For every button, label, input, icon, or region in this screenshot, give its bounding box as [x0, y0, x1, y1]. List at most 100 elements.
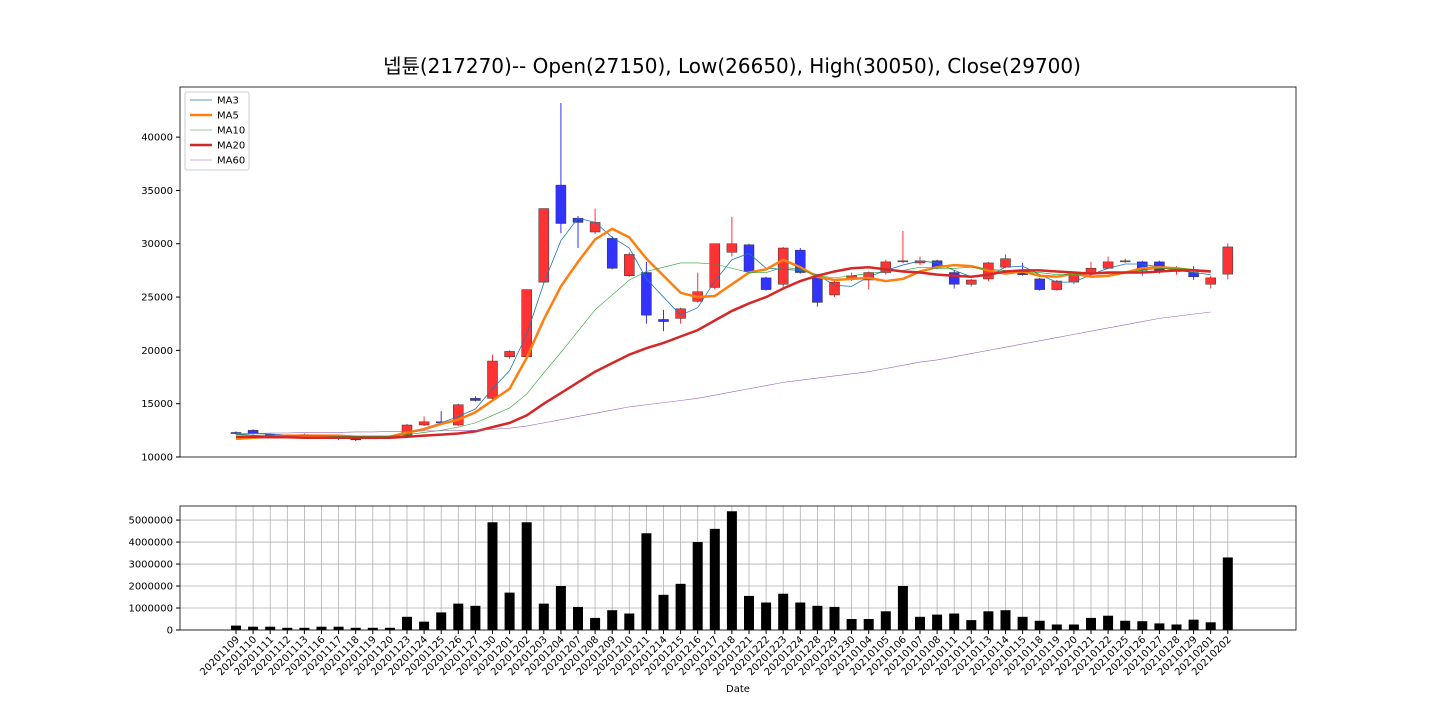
bar: [419, 621, 430, 630]
candle-body: [555, 184, 567, 224]
bar: [299, 627, 310, 630]
ma-line: [236, 265, 1211, 440]
chart-title: 넵튠(217270)-- Open(27150), Low(26650), Hi…: [383, 54, 1081, 78]
y-tick-label: 40000: [141, 133, 173, 144]
bar: [692, 542, 703, 630]
bar: [1171, 624, 1182, 630]
bar: [504, 592, 515, 630]
bar: [470, 605, 481, 630]
candle-body: [709, 243, 721, 288]
bar: [367, 627, 378, 630]
bar: [863, 619, 874, 630]
candle-body: [247, 430, 259, 434]
bar: [880, 611, 891, 630]
plot-frame: [179, 505, 1297, 631]
legend-label: MA10: [217, 126, 245, 137]
bar: [590, 617, 601, 630]
x-axis-label: Date: [726, 684, 750, 695]
candle-body: [880, 261, 892, 273]
bar: [761, 602, 772, 630]
bar: [282, 627, 293, 630]
candle-body: [1205, 277, 1216, 285]
candle-body: [453, 404, 464, 426]
candle-body: [795, 249, 806, 273]
bar: [1137, 621, 1148, 630]
candle-body: [948, 272, 960, 285]
candle-body: [829, 281, 840, 296]
bar: [1205, 622, 1216, 630]
candle-body: [418, 421, 430, 426]
bar: [949, 613, 960, 630]
bar: [744, 595, 754, 630]
bar: [231, 625, 241, 630]
bar: [726, 511, 737, 630]
bar: [1188, 619, 1199, 630]
y-tick-label: 35000: [141, 186, 173, 197]
bar: [436, 612, 447, 630]
bar: [1051, 624, 1062, 630]
bar: [915, 616, 925, 630]
bar: [658, 594, 669, 630]
y-tick-label: 3000000: [128, 560, 173, 571]
bar: [778, 593, 789, 630]
bar: [897, 586, 908, 630]
ma-line: [235, 217, 1211, 439]
bar: [641, 533, 652, 630]
candle-body: [812, 277, 823, 303]
candle-body: [641, 272, 652, 316]
bar: [1068, 624, 1079, 630]
candle-body: [743, 244, 755, 272]
bar: [248, 626, 259, 630]
y-tick-label: 0: [167, 626, 173, 637]
bar: [521, 522, 532, 630]
bar: [1000, 610, 1011, 630]
candle-body: [401, 424, 413, 436]
candle-body: [658, 319, 669, 322]
candle-body: [504, 351, 515, 358]
candle-body: [470, 398, 481, 401]
ma-line: [235, 262, 1211, 437]
bar: [1120, 620, 1131, 630]
bar: [966, 620, 977, 630]
candle-body: [589, 222, 601, 233]
bar: [573, 606, 583, 630]
y-tick-label: 4000000: [128, 538, 173, 549]
candle-body: [966, 279, 977, 285]
bar: [402, 616, 412, 630]
candle-body: [1119, 260, 1131, 263]
bar: [316, 626, 327, 630]
bar: [812, 605, 823, 630]
bar: [1017, 616, 1028, 630]
bar: [1154, 623, 1165, 630]
candle-body: [1034, 278, 1045, 290]
candle-body: [606, 238, 618, 269]
bar: [333, 626, 344, 630]
bar: [829, 606, 840, 630]
bar: [350, 627, 361, 630]
legend-label: MA5: [217, 111, 239, 122]
legend-label: MA3: [217, 96, 239, 107]
bar: [265, 626, 276, 630]
candle-body: [487, 360, 498, 399]
legend-label: MA60: [217, 156, 245, 167]
plot-frame: [179, 86, 1297, 458]
bar: [795, 602, 806, 630]
candle-body: [675, 308, 686, 319]
candle-body: [1222, 246, 1234, 275]
bar: [1103, 615, 1114, 630]
y-tick-label: 10000: [141, 453, 173, 464]
legend-box: [184, 91, 250, 171]
y-tick-label: 2000000: [128, 582, 173, 593]
bar: [607, 610, 618, 630]
candle-body: [726, 243, 738, 253]
bar: [538, 603, 549, 630]
bar: [624, 613, 635, 630]
ma-line: [236, 311, 1211, 434]
candle-body: [863, 272, 874, 281]
bar: [384, 627, 395, 630]
bar: [453, 603, 464, 630]
bar: [487, 522, 498, 630]
candle-body: [624, 254, 635, 276]
y-tick-label: 20000: [141, 346, 173, 357]
